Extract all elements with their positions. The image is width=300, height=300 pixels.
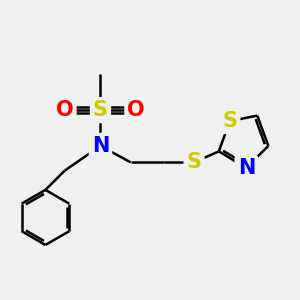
Text: O: O	[128, 100, 145, 120]
Text: S: S	[93, 100, 108, 120]
Text: S: S	[187, 152, 202, 172]
Text: S: S	[222, 111, 237, 131]
Text: N: N	[92, 136, 109, 156]
Text: N: N	[238, 158, 255, 178]
Text: O: O	[56, 100, 74, 120]
